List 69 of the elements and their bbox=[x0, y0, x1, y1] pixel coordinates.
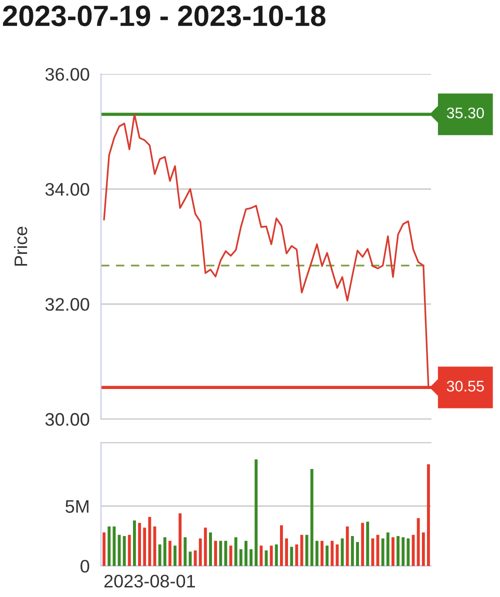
bar bbox=[224, 540, 228, 566]
bar bbox=[340, 538, 344, 566]
bar bbox=[178, 513, 182, 566]
bar bbox=[274, 544, 278, 566]
bar bbox=[132, 520, 136, 566]
bar bbox=[386, 532, 390, 566]
y-axis-title: Price bbox=[14, 226, 28, 266]
bar bbox=[356, 542, 359, 566]
ref-line-label: 35.30 bbox=[446, 108, 484, 118]
bar bbox=[102, 532, 106, 566]
bar bbox=[346, 526, 349, 566]
bar bbox=[310, 469, 314, 566]
bar bbox=[209, 532, 212, 566]
y-tick-label: 30.00 bbox=[45, 413, 90, 426]
bar bbox=[366, 522, 370, 566]
ref-line-label: 30.55 bbox=[446, 380, 484, 392]
x-tick-label: 2023-08-01 bbox=[104, 574, 195, 588]
bar bbox=[219, 540, 222, 566]
bar bbox=[416, 518, 420, 566]
bar bbox=[148, 516, 152, 566]
y-tick-label: 5M bbox=[66, 500, 88, 513]
bar bbox=[250, 549, 253, 566]
bar bbox=[315, 540, 318, 566]
bar bbox=[260, 546, 263, 566]
bar bbox=[361, 522, 364, 566]
bar bbox=[108, 526, 111, 566]
bar bbox=[188, 552, 192, 566]
bar bbox=[406, 538, 410, 566]
bar bbox=[198, 538, 202, 566]
bar bbox=[163, 537, 166, 566]
bar bbox=[122, 536, 126, 566]
bar bbox=[244, 540, 248, 566]
bar bbox=[422, 532, 425, 566]
y-tick-label: 36.00 bbox=[45, 68, 90, 81]
bar bbox=[280, 525, 283, 566]
bar bbox=[326, 546, 329, 566]
y-tick-label: 32.00 bbox=[45, 298, 90, 311]
bar bbox=[204, 528, 207, 566]
bar bbox=[285, 538, 288, 566]
y-tick-label: 0 bbox=[80, 560, 90, 573]
bar bbox=[254, 459, 258, 566]
bar bbox=[194, 550, 197, 566]
bar bbox=[128, 534, 131, 566]
bar bbox=[392, 537, 394, 566]
bar bbox=[402, 537, 405, 566]
bar bbox=[426, 464, 430, 566]
bar bbox=[350, 536, 354, 566]
chart-title: 2023-07-19 - 2023-10-18 bbox=[3, 6, 326, 26]
bar bbox=[214, 540, 218, 566]
bar bbox=[239, 549, 242, 566]
line-series bbox=[103, 113, 430, 388]
bar bbox=[330, 540, 334, 566]
bar bbox=[184, 537, 187, 566]
y-tick-label: 34.00 bbox=[45, 182, 90, 196]
bar bbox=[174, 546, 176, 566]
bar bbox=[270, 546, 273, 566]
bar bbox=[143, 528, 146, 566]
bar bbox=[305, 534, 308, 566]
bar bbox=[234, 537, 238, 566]
bar bbox=[371, 538, 374, 566]
bar bbox=[320, 540, 324, 566]
bar bbox=[295, 544, 298, 566]
bar bbox=[381, 538, 384, 566]
bar bbox=[138, 522, 141, 566]
bar bbox=[396, 536, 400, 566]
bar bbox=[168, 540, 172, 566]
bar bbox=[158, 544, 162, 566]
bar bbox=[112, 526, 116, 566]
bar bbox=[290, 546, 294, 566]
